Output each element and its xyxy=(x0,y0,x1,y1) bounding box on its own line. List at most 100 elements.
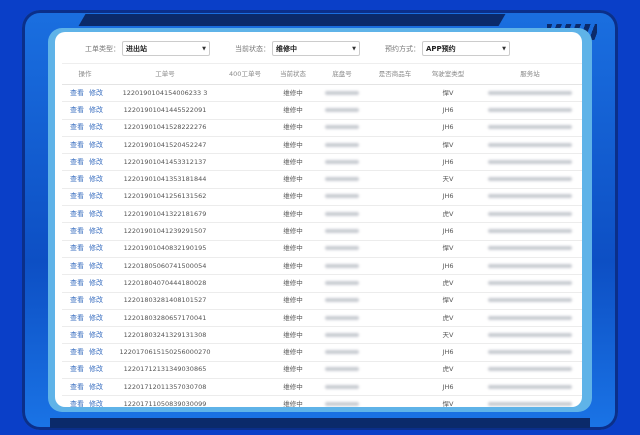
table-row: 查看 修改 12201711050839030099 维修中 悍V xyxy=(62,395,582,407)
frame-top-bar xyxy=(78,14,506,26)
row-actions: 查看 修改 xyxy=(70,383,108,391)
edit-link[interactable]: 修改 xyxy=(89,278,103,287)
edit-link[interactable]: 修改 xyxy=(89,157,103,166)
edit-link[interactable]: 修改 xyxy=(89,209,103,218)
cab-type: 悍V xyxy=(442,140,454,149)
status: 维修中 xyxy=(283,175,303,184)
select-value: 维修中 xyxy=(276,44,297,53)
order-number: 12201901041256131562 xyxy=(123,192,207,201)
view-link[interactable]: 查看 xyxy=(70,313,84,322)
service-station-redacted xyxy=(488,90,572,95)
view-link[interactable]: 查看 xyxy=(70,365,84,374)
view-link[interactable]: 查看 xyxy=(70,88,84,97)
view-link[interactable]: 查看 xyxy=(70,157,84,166)
chassis-number-redacted xyxy=(325,384,359,389)
table-row: 查看 修改 12201901041520452247 维修中 悍V xyxy=(62,136,582,155)
view-link[interactable]: 查看 xyxy=(70,330,84,339)
edit-link[interactable]: 修改 xyxy=(89,365,103,374)
view-link[interactable]: 查看 xyxy=(70,382,84,391)
column-header: 驾驶室类型 xyxy=(431,70,465,78)
cab-type: 悍V xyxy=(442,244,454,253)
edit-link[interactable]: 修改 xyxy=(89,296,103,305)
view-link[interactable]: 查看 xyxy=(70,261,84,270)
order-number: 12201803281408101527 xyxy=(123,296,207,305)
column-header: 400工单号 xyxy=(229,70,261,78)
edit-link[interactable]: 修改 xyxy=(89,105,103,114)
edit-link[interactable]: 修改 xyxy=(89,313,103,322)
table-row: 查看 修改 12201712011357030708 维修中 JH6 xyxy=(62,378,582,397)
row-actions: 查看 修改 xyxy=(70,227,108,235)
service-station-redacted xyxy=(488,107,572,112)
status: 维修中 xyxy=(283,348,303,357)
view-link[interactable]: 查看 xyxy=(70,140,84,149)
cab-type: 虎V xyxy=(442,209,454,218)
service-station-redacted xyxy=(488,142,572,147)
order-number: 12201712011357030708 xyxy=(123,382,207,391)
table-row: 查看 修改 12201804070444180028 维修中 虎V xyxy=(62,274,582,293)
view-link[interactable]: 查看 xyxy=(70,105,84,114)
table-row: 查看 修改 1220170615150256000270 维修中 JH6 xyxy=(62,344,582,362)
edit-link[interactable]: 修改 xyxy=(89,140,103,149)
edit-link[interactable]: 修改 xyxy=(89,88,103,97)
view-link[interactable]: 查看 xyxy=(70,209,84,218)
view-link[interactable]: 查看 xyxy=(70,278,84,287)
service-station-redacted xyxy=(488,350,572,355)
table-row: 查看 修改 12201803241329131308 维修中 天V xyxy=(62,326,582,345)
view-link[interactable]: 查看 xyxy=(70,244,84,253)
edit-link[interactable]: 修改 xyxy=(89,261,103,270)
service-station-redacted xyxy=(488,263,572,268)
filter-status: 当前状态： 维修中 ▼ xyxy=(235,40,360,57)
booking-method-select[interactable]: APP预约 ▼ xyxy=(422,41,510,56)
view-link[interactable]: 查看 xyxy=(70,348,84,357)
edit-link[interactable]: 修改 xyxy=(89,400,103,407)
order-type-select[interactable]: 进出站 ▼ xyxy=(122,41,210,56)
chassis-number-redacted xyxy=(325,350,359,355)
edit-link[interactable]: 修改 xyxy=(89,123,103,132)
chassis-number-redacted xyxy=(325,159,359,164)
edit-link[interactable]: 修改 xyxy=(89,244,103,253)
row-actions: 查看 修改 xyxy=(70,244,108,252)
status: 维修中 xyxy=(283,313,303,322)
edit-link[interactable]: 修改 xyxy=(89,192,103,201)
filter-order-type: 工单类型： 进出站 ▼ xyxy=(85,40,210,57)
status-select[interactable]: 维修中 ▼ xyxy=(272,41,360,56)
column-header: 工单号 xyxy=(155,70,175,78)
edit-link[interactable]: 修改 xyxy=(89,227,103,236)
status: 维修中 xyxy=(283,244,303,253)
view-link[interactable]: 查看 xyxy=(70,227,84,236)
order-number: 12201901041353181844 xyxy=(123,175,207,184)
status: 维修中 xyxy=(283,261,303,270)
service-station-redacted xyxy=(488,402,572,407)
chassis-number-redacted xyxy=(325,211,359,216)
service-station-redacted xyxy=(488,229,572,234)
service-station-redacted xyxy=(488,177,572,182)
view-link[interactable]: 查看 xyxy=(70,400,84,407)
edit-link[interactable]: 修改 xyxy=(89,175,103,184)
row-actions: 查看 修改 xyxy=(70,210,108,218)
view-link[interactable]: 查看 xyxy=(70,175,84,184)
service-station-redacted xyxy=(488,211,572,216)
edit-link[interactable]: 修改 xyxy=(89,348,103,357)
table-row: 查看 修改 12201901041256131562 维修中 JH6 xyxy=(62,188,582,207)
row-actions: 查看 修改 xyxy=(70,296,108,304)
column-header: 是否商品车 xyxy=(378,70,412,78)
status: 维修中 xyxy=(283,400,303,407)
order-number: 1220190104154006233 3 xyxy=(122,88,208,97)
caret-down-icon: ▼ xyxy=(352,45,356,52)
edit-link[interactable]: 修改 xyxy=(89,382,103,391)
row-actions: 查看 修改 xyxy=(70,262,108,270)
row-actions: 查看 修改 xyxy=(70,365,108,373)
order-number: 12201712131349030865 xyxy=(123,365,207,374)
cab-type: JH6 xyxy=(442,157,454,166)
view-link[interactable]: 查看 xyxy=(70,296,84,305)
edit-link[interactable]: 修改 xyxy=(89,330,103,339)
status: 维修中 xyxy=(283,227,303,236)
view-link[interactable]: 查看 xyxy=(70,123,84,132)
row-actions: 查看 修改 xyxy=(70,141,108,149)
cab-type: JH6 xyxy=(442,105,454,114)
view-link[interactable]: 查看 xyxy=(70,192,84,201)
row-actions: 查看 修改 xyxy=(70,158,108,166)
service-station-redacted xyxy=(488,384,572,389)
table-row: 查看 修改 12201901041322181679 维修中 虎V xyxy=(62,205,582,224)
caret-down-icon: ▼ xyxy=(502,45,506,52)
